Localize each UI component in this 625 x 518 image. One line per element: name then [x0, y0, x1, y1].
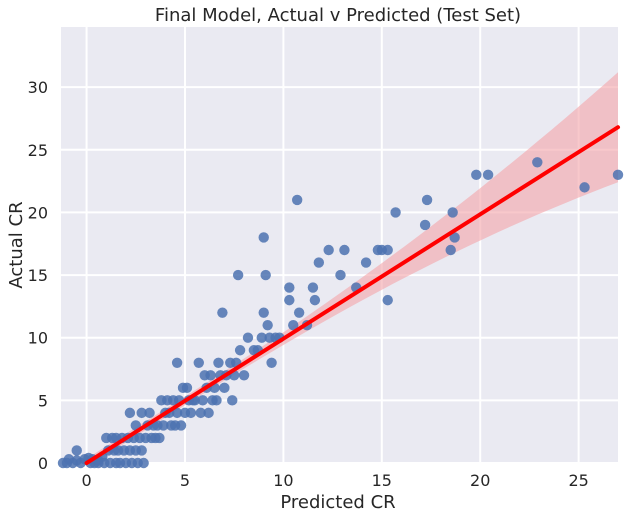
data-point	[293, 307, 305, 318]
data-point	[211, 395, 222, 406]
data-point	[532, 157, 543, 168]
data-point	[339, 244, 350, 256]
data-point	[71, 445, 82, 456]
data-point	[260, 269, 271, 281]
data-point	[171, 407, 183, 419]
data-point	[238, 370, 250, 381]
x-tick-label: 15	[372, 471, 392, 490]
data-point	[579, 182, 590, 193]
scatter-points	[57, 157, 624, 469]
data-point	[288, 319, 299, 331]
x-tick-label: 20	[470, 471, 490, 490]
y-tick-label: 5	[38, 391, 48, 410]
data-point	[390, 207, 401, 218]
data-point	[482, 169, 494, 181]
data-point	[360, 257, 372, 268]
x-tick-labels: 0 5 10 15 20 25	[81, 471, 588, 490]
data-point	[242, 332, 254, 343]
data-point	[217, 307, 228, 318]
data-point	[323, 244, 334, 256]
y-tick-label: 0	[38, 454, 48, 473]
data-point	[335, 269, 346, 281]
data-point	[258, 307, 269, 318]
data-point	[309, 294, 321, 306]
y-tick-label: 30	[28, 78, 48, 97]
data-point	[193, 357, 204, 368]
y-tick-label: 15	[28, 266, 48, 285]
plot-area	[61, 27, 618, 463]
data-point	[175, 420, 187, 431]
x-tick-label: 0	[81, 471, 91, 490]
x-tick-label: 10	[273, 471, 293, 490]
data-point	[205, 370, 216, 381]
data-point	[136, 445, 147, 456]
y-tick-label: 25	[28, 141, 48, 160]
y-tick-label: 10	[28, 329, 48, 348]
data-point	[421, 194, 433, 206]
data-point	[471, 169, 482, 181]
data-point	[171, 357, 183, 368]
data-point	[266, 357, 277, 368]
data-point	[382, 294, 393, 306]
fit-line	[84, 125, 620, 465]
data-point	[291, 194, 303, 206]
data-point	[284, 282, 295, 293]
data-point	[203, 407, 214, 419]
data-point	[144, 407, 155, 419]
data-point	[197, 395, 208, 406]
data-point	[445, 244, 456, 256]
x-tick-label: 5	[180, 471, 190, 490]
data-point	[181, 382, 193, 394]
data-point	[227, 395, 238, 406]
data-point	[232, 269, 244, 281]
x-tick-label: 25	[568, 471, 588, 490]
data-point	[258, 232, 269, 243]
chart-title: Final Model, Actual v Predicted (Test Se…	[155, 5, 521, 26]
data-point	[256, 332, 267, 343]
data-point	[307, 282, 319, 293]
data-point	[219, 382, 230, 394]
data-point	[213, 357, 224, 368]
data-point	[138, 457, 149, 469]
data-point	[262, 319, 273, 331]
data-point	[136, 407, 147, 419]
data-point	[382, 244, 393, 256]
data-point	[612, 169, 624, 181]
data-point	[154, 432, 165, 444]
data-point	[449, 232, 460, 243]
data-point	[185, 407, 197, 419]
grid	[61, 27, 618, 464]
data-point	[447, 207, 458, 218]
x-axis-title: Predicted CR	[280, 492, 395, 513]
data-point	[195, 407, 206, 419]
data-point	[313, 257, 325, 268]
y-tick-labels: 0 5 10 15 20 25 30	[28, 78, 48, 473]
data-point	[234, 345, 246, 356]
data-point	[158, 420, 169, 431]
data-point	[419, 219, 431, 231]
y-tick-label: 20	[28, 203, 48, 222]
y-axis-title: Actual CR	[6, 201, 27, 288]
data-point	[124, 407, 136, 419]
data-point	[284, 294, 295, 306]
regression-line	[84, 125, 620, 465]
